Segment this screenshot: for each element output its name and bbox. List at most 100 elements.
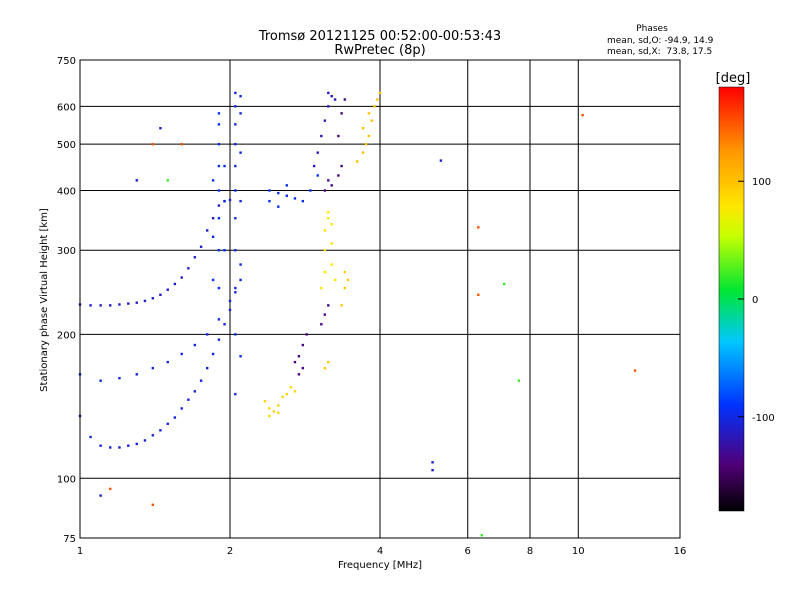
point-5-1 [277, 191, 280, 195]
point-0-3 [109, 304, 112, 307]
y-tick-label-500: 500 [57, 140, 76, 151]
point-1-11 [173, 416, 177, 419]
point-0-4 [118, 303, 121, 306]
point-0-13 [187, 267, 190, 270]
x-tick-label-4: 4 [377, 546, 383, 557]
point-4-8 [211, 278, 215, 282]
x-tick-label-16: 16 [674, 546, 687, 557]
point-3-4 [234, 217, 237, 220]
point-11-3 [346, 278, 350, 282]
point-10-6 [330, 223, 333, 226]
point-6-6 [330, 94, 333, 98]
point-1-10 [166, 422, 169, 426]
point-9-4 [281, 395, 284, 399]
point-1-12 [180, 407, 183, 410]
stats-heading: Phases [636, 24, 668, 34]
point-3-2 [234, 286, 237, 290]
series-12 [355, 91, 382, 163]
plot-frame [79, 59, 681, 539]
series-8 [293, 333, 308, 376]
point-12-3 [367, 134, 371, 138]
point-6-7 [333, 98, 337, 101]
point-12-4 [370, 119, 373, 122]
point-10-1 [323, 270, 327, 274]
point-13-4 [135, 179, 138, 182]
colorbar-tick-label-100: 100 [752, 177, 771, 188]
point-4-13 [223, 164, 226, 168]
point-6-2 [320, 134, 323, 138]
point-3-16 [239, 94, 242, 98]
y-axis-label: Stationary phase Virtual Height [km] [39, 208, 50, 392]
point-4-4 [217, 164, 221, 168]
point-14-2 [477, 293, 480, 297]
point-9-5 [285, 392, 288, 396]
point-10-8 [333, 278, 337, 282]
point-2-8 [205, 333, 209, 336]
point-8-5 [297, 373, 301, 376]
point-5-5 [309, 189, 312, 192]
point-1-15 [199, 379, 203, 382]
point-14-3 [477, 226, 480, 229]
series-14 [109, 113, 637, 507]
point-5-0 [268, 189, 271, 192]
point-1-21 [234, 291, 237, 294]
point-7-6 [337, 174, 340, 177]
point-10-2 [323, 249, 327, 252]
series-3 [234, 91, 242, 396]
point-2-10 [228, 299, 232, 303]
series-13 [99, 126, 443, 497]
point-7-5 [330, 184, 333, 187]
chart-subtitle: RwPretec (8p) [334, 43, 425, 58]
point-4-7 [217, 112, 221, 115]
point-0-17 [211, 217, 215, 220]
point-9-0 [263, 399, 267, 403]
y-tick-label-600: 600 [57, 102, 76, 113]
point-3-7 [234, 142, 237, 146]
series-7 [320, 98, 347, 326]
point-0-6 [135, 301, 138, 304]
point-1-18 [217, 338, 221, 341]
grid-lines [80, 60, 680, 538]
point-7-7 [340, 164, 343, 168]
point-2-4 [151, 366, 155, 370]
point-4-5 [217, 142, 221, 146]
point-3-0 [234, 392, 237, 396]
point-4-2 [217, 217, 221, 220]
series-9 [263, 386, 297, 418]
x-tick-label-10: 10 [572, 546, 585, 557]
point-2-7 [193, 343, 197, 347]
point-6-5 [327, 91, 330, 95]
chart-title: Tromsø 20121125 00:52:00-00:53:43 [258, 29, 501, 44]
point-13-0 [439, 159, 443, 162]
point-0-5 [127, 302, 130, 305]
x-tick-label-6: 6 [465, 546, 471, 557]
point-12-6 [376, 98, 379, 101]
point-10-7 [330, 263, 333, 266]
point-11-5 [327, 360, 330, 364]
point-1-6 [135, 442, 138, 446]
point-10-4 [327, 217, 330, 220]
point-5-7 [277, 205, 280, 208]
series-0 [78, 198, 232, 307]
point-12-0 [355, 160, 359, 163]
point-0-12 [180, 276, 183, 279]
point-12-5 [373, 105, 376, 108]
point-0-20 [228, 198, 232, 202]
point-14-1 [633, 369, 637, 372]
point-3-15 [239, 112, 242, 115]
point-12-9 [367, 112, 371, 115]
y-tick-label-750: 750 [57, 56, 76, 67]
y-tick-label-300: 300 [57, 246, 76, 257]
point-4-12 [223, 199, 226, 203]
point-7-8 [337, 134, 340, 138]
point-2-11 [239, 278, 242, 282]
point-4-0 [217, 286, 221, 290]
point-0-16 [205, 229, 209, 232]
point-2-5 [166, 360, 169, 364]
point-3-3 [234, 249, 237, 252]
point-14-4 [109, 487, 112, 491]
series-4 [211, 112, 226, 290]
point-4-6 [217, 123, 221, 126]
point-6-0 [312, 164, 316, 168]
point-8-3 [305, 333, 308, 336]
